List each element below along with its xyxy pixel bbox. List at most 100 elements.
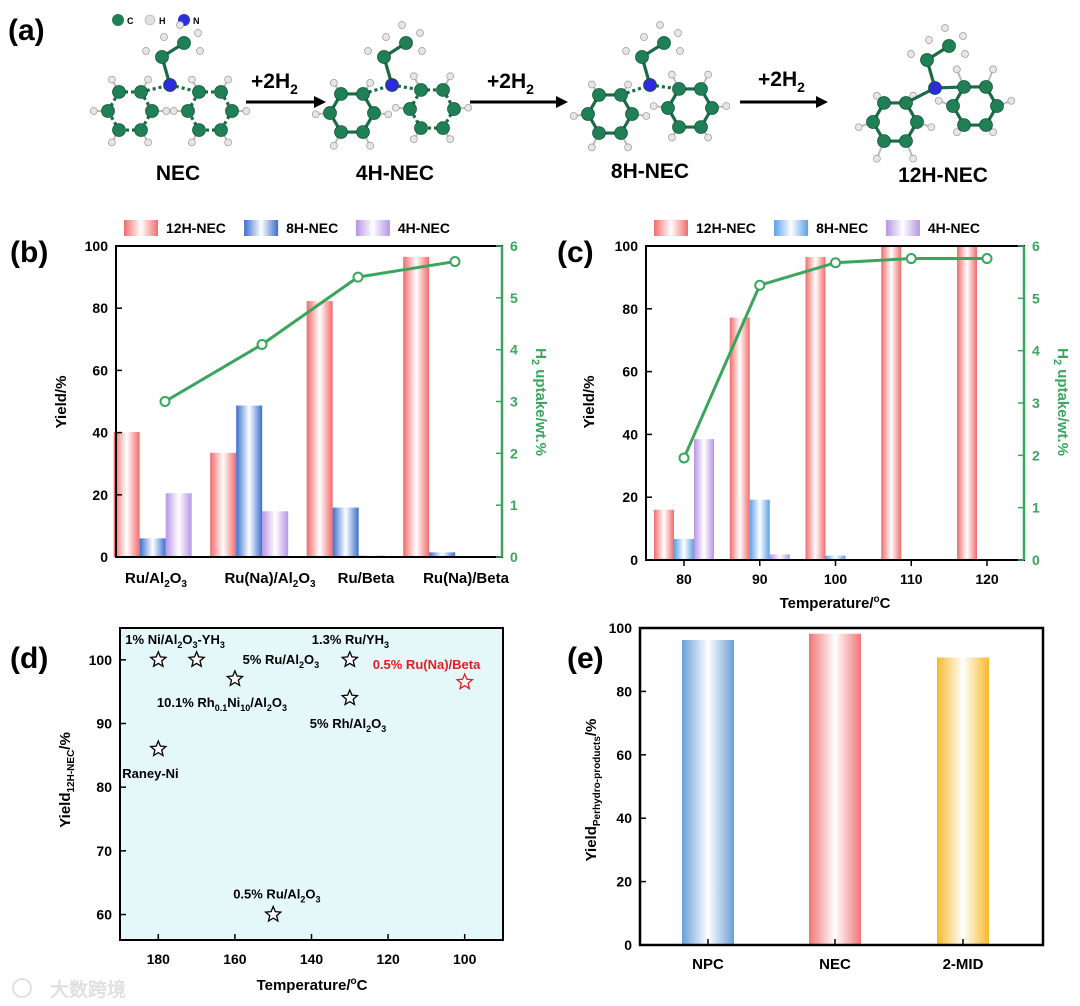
reaction-arrow-3: +2H2	[740, 68, 828, 108]
panel-e-category-label: 2-MID	[943, 956, 984, 973]
bar-12h-nec-1	[210, 452, 237, 557]
atom-legend: C H N	[112, 14, 200, 26]
panel-b-y-tick: 100	[85, 238, 109, 254]
atom-label-c: C	[127, 16, 134, 26]
watermark-text: 大数跨境	[50, 978, 126, 1001]
legend-swatch-12h-nec	[654, 220, 688, 236]
panel-c-y-tick: 40	[622, 426, 638, 442]
panel-c-y2-tick: 4	[1032, 343, 1040, 359]
panel-c: (c) 12H-NEC 8H-NEC 4H-NEC 0 20 40 60 80 100 0 1 2 3…	[557, 220, 1071, 612]
panel-c-x-tick: 80	[676, 571, 692, 587]
panel-b-y2-tick: 4	[510, 342, 518, 358]
data-point-label-2: 10.1% Rh0.1Ni10/Al2O3	[157, 695, 287, 713]
bar-2-mid	[937, 657, 989, 945]
legend-swatch-12h-nec	[124, 220, 158, 236]
bar-4h-nec-0	[165, 493, 192, 557]
panel-c-y-tick: 100	[615, 238, 639, 254]
bar-4h-nec-0	[694, 439, 714, 560]
svg-text:+2H2: +2H2	[758, 68, 805, 95]
carbon-atom-icon	[112, 14, 124, 26]
panel-d-x-tick: 160	[223, 951, 247, 967]
data-point-label-6: Raney-Ni	[122, 766, 178, 781]
bar-12h-nec-2	[805, 256, 826, 560]
arrow-head-icon	[556, 96, 568, 108]
panel-c-y-tick: 20	[622, 489, 638, 505]
panel-e-label: (e)	[567, 642, 604, 675]
panel-c-x-tick: 110	[900, 571, 923, 587]
panel-d-y-tick: 60	[96, 907, 112, 923]
data-point-label-5: 0.5% Ru(Na)/Beta	[373, 657, 481, 672]
legend-swatch-8h-nec	[774, 220, 809, 236]
panel-b: (b) 12H-NEC 8H-NEC 4H-NEC 0 20 40 60 80 100 0 1 2 3…	[10, 220, 549, 590]
data-point-star-icon-7	[263, 904, 283, 923]
legend-label-12h-nec: 12H-NEC	[696, 220, 756, 236]
panel-b-y2-tick: 6	[510, 238, 518, 254]
data-point-label-0: 1% Ni/Al2O3-YH3	[125, 632, 225, 650]
bar-12h-nec-0	[654, 509, 674, 560]
panel-e-y-tick: 0	[624, 937, 632, 953]
panel-d-y-tick: 100	[89, 652, 113, 668]
panel-e-y-tick: 60	[616, 747, 632, 763]
panel-c-y2-tick: 3	[1032, 395, 1040, 411]
data-point-star-icon-3	[340, 650, 360, 668]
panel-c-plot: 0 20 40 60 80 100 0 1 2 3 4 5 6 80 90 100 110 120	[615, 238, 1040, 587]
data-point-star-icon-2	[225, 669, 245, 687]
panel-c-label: (c)	[557, 236, 594, 269]
h2-uptake-point-2	[352, 271, 364, 283]
molecule-label-nec: NEC	[156, 162, 200, 185]
h2-uptake-point-1	[256, 338, 268, 350]
panel-d: (d) 60 70 80 90 100 180 160 140 120 100 1% Ni/Al2O…	[10, 627, 504, 994]
panel-b-y-tick: 80	[92, 300, 108, 316]
arrow-label-3: +2H	[758, 68, 797, 91]
panel-b-category-label: Ru(Na)/Beta	[423, 570, 509, 587]
data-point-label-4: 5% Rh/Al2O3	[310, 716, 387, 734]
panel-d-x-axis-label: Temperature/oC	[257, 976, 368, 994]
svg-text:+2H2: +2H2	[487, 70, 534, 97]
panel-d-y-tick: 80	[96, 779, 112, 795]
watermark-logo-icon	[12, 978, 32, 998]
legend-label-4h-nec: 4H-NEC	[928, 220, 980, 236]
bar-8h-nec-1	[236, 405, 263, 557]
panel-b-y-tick: 20	[92, 487, 108, 503]
legend-swatch-8h-nec	[244, 220, 279, 236]
data-point-star-icon-0	[149, 650, 168, 668]
panel-c-y2-tick: 1	[1032, 500, 1040, 516]
panel-b-y-tick: 0	[100, 549, 108, 565]
watermark: 大数跨境	[12, 978, 126, 1001]
panel-d-y-tick: 70	[96, 843, 112, 859]
bar-12h-nec-3	[403, 256, 430, 557]
arrow-label-2: +2H	[487, 70, 526, 93]
panel-e-y-tick: 80	[616, 683, 632, 699]
legend-swatch-4h-nec	[885, 220, 920, 236]
panel-c-y-tick: 0	[630, 552, 638, 568]
bar-12h-nec-1	[729, 317, 750, 560]
panel-d-frame	[119, 627, 504, 941]
panel-d-x-tick: 140	[300, 951, 324, 967]
hydrogen-atom-icon	[144, 14, 156, 26]
panel-d-x-tick: 180	[147, 951, 171, 967]
panel-c-y2-tick: 5	[1032, 290, 1040, 306]
h2-uptake-point-0	[678, 452, 690, 464]
atom-label-n: N	[193, 16, 200, 26]
data-point-star-icon-6	[149, 739, 168, 757]
panel-b-legend: 12H-NEC 8H-NEC 4H-NEC	[124, 220, 450, 236]
panel-d-x-tick: 120	[376, 951, 400, 967]
data-point-label-7: 0.5% Ru/Al2O3	[233, 887, 320, 905]
h2-uptake-point-0	[159, 396, 171, 407]
panel-e-category-label: NPC	[692, 956, 724, 973]
bar-nec	[809, 633, 861, 945]
bar-12h-nec-2	[306, 301, 333, 557]
data-point-label-3: 1.3% Ru/YH3	[312, 632, 389, 650]
panel-a: (a) C H N NEC 4H-NEC 8H-NEC 12H-NEC +2H2…	[8, 14, 1016, 187]
bar-8h-nec-3	[429, 552, 456, 557]
legend-label-8h-nec: 8H-NEC	[286, 220, 338, 236]
panel-a-label: (a)	[8, 14, 45, 47]
panel-b-category-label: Ru/Al2O3	[125, 570, 187, 590]
panel-d-x-tick: 100	[453, 951, 477, 967]
panel-b-label: (b)	[10, 236, 48, 269]
panel-c-x-tick: 120	[975, 571, 999, 587]
panel-b-y2-tick: 3	[510, 394, 518, 410]
panel-c-y-tick: 80	[622, 301, 638, 317]
panel-d-plot: 60 70 80 90 100 180 160 140 120 100 1% Ni/Al2O3-YH…	[89, 627, 504, 967]
